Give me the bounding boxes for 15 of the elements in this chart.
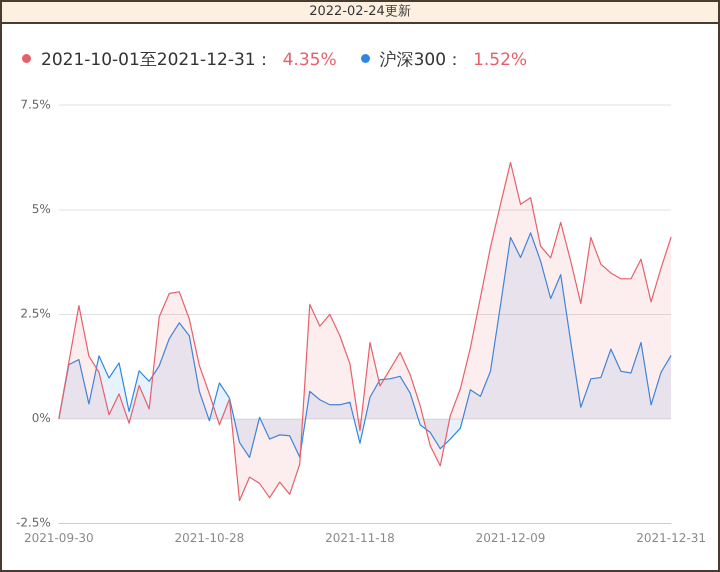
text: 1.52% bbox=[473, 50, 528, 70]
y-tick-label: 5% bbox=[32, 202, 51, 216]
x-tick-label: 2021-11-18 bbox=[325, 530, 395, 545]
legend-label: 沪深300： bbox=[380, 50, 464, 70]
y-tick-label: -2.5% bbox=[16, 516, 51, 530]
x-tick-label: 2021-09-30 bbox=[24, 530, 94, 545]
legend-label: 2021-10-01至2021-12-31： bbox=[41, 50, 273, 70]
y-tick-label: 2.5% bbox=[20, 306, 51, 321]
chart-title: 2022-02-24更新 bbox=[2, 2, 718, 24]
y-tick-label: 0% bbox=[32, 411, 51, 426]
text: 4.35% bbox=[282, 50, 337, 70]
x-tick-label: 2021-12-09 bbox=[476, 530, 546, 545]
y-tick-label: 7.5% bbox=[20, 97, 51, 112]
x-tick-label: 2021-12-31 bbox=[636, 530, 706, 545]
x-tick-label: 2021-10-28 bbox=[174, 530, 244, 545]
